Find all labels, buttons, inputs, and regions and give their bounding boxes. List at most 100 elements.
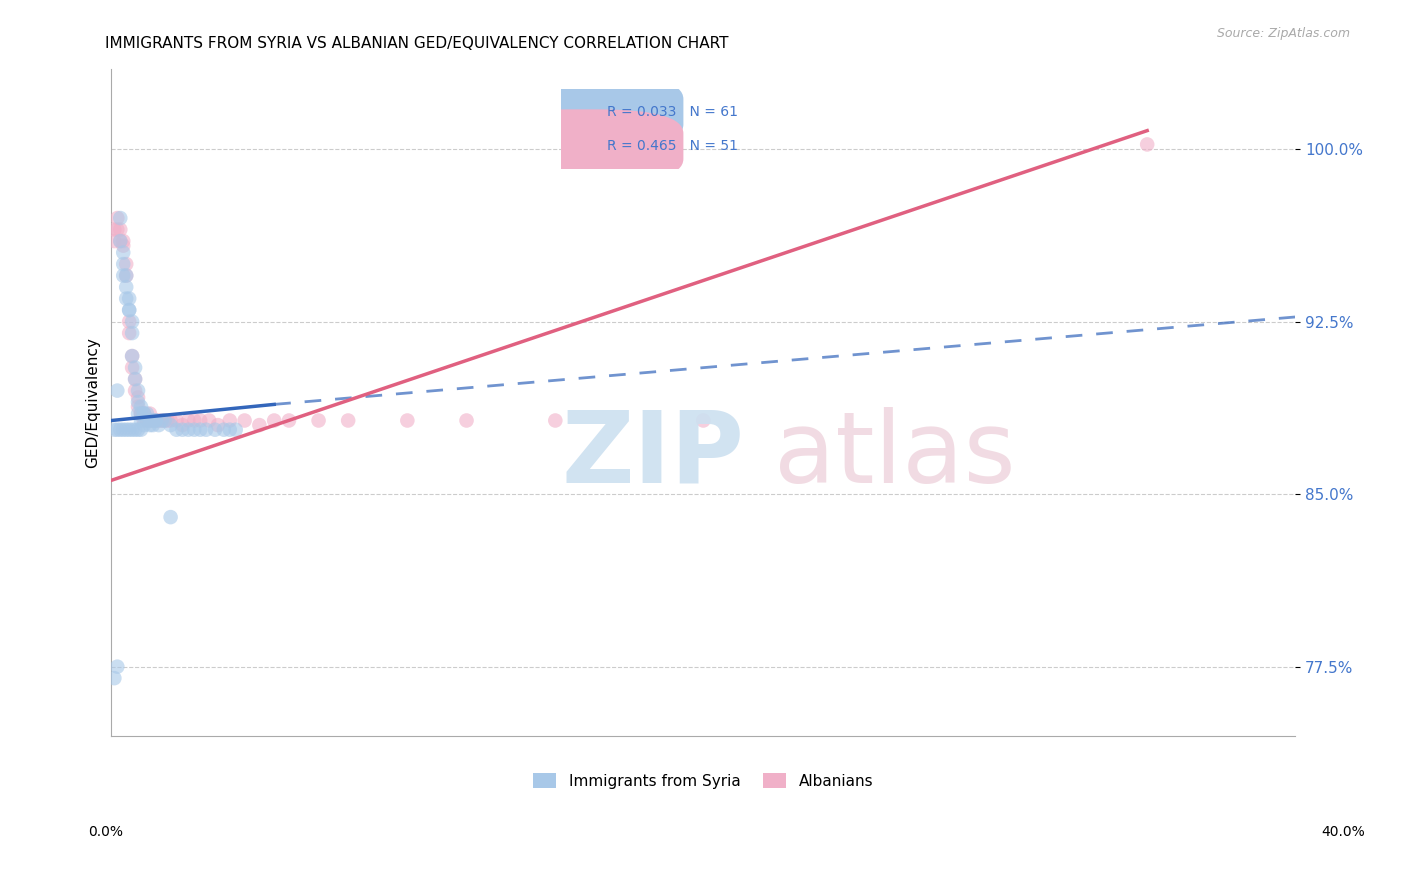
Point [115, 268, 138, 283]
Point [135, 407, 157, 421]
Point [153, 413, 176, 427]
Point [115, 423, 138, 437]
Text: ZIP: ZIP [561, 407, 744, 504]
Point [177, 423, 200, 437]
Point [148, 413, 170, 427]
Text: atlas: atlas [775, 407, 1017, 504]
Point [105, 222, 128, 236]
Point [127, 395, 149, 409]
Point [105, 384, 128, 398]
Point [129, 407, 152, 421]
Point [121, 326, 143, 340]
Point [150, 413, 173, 427]
Point [139, 413, 162, 427]
Point [112, 238, 135, 252]
Point [233, 413, 256, 427]
Point [145, 413, 167, 427]
Point [183, 413, 205, 427]
Point [124, 372, 146, 386]
Point [396, 413, 419, 427]
Point [127, 391, 149, 405]
Point [188, 413, 211, 427]
Point [118, 303, 141, 318]
Point [105, 659, 128, 673]
Point [148, 418, 170, 433]
Point [166, 413, 188, 427]
Text: Source: ZipAtlas.com: Source: ZipAtlas.com [1216, 27, 1350, 40]
Point [129, 407, 152, 421]
Point [278, 413, 301, 427]
Point [132, 407, 155, 421]
Point [132, 407, 155, 421]
Point [103, 234, 125, 248]
Point [127, 407, 149, 421]
Point [103, 671, 125, 685]
Point [127, 423, 149, 437]
Point [195, 423, 218, 437]
Text: IMMIGRANTS FROM SYRIA VS ALBANIAN GED/EQUIVALENCY CORRELATION CHART: IMMIGRANTS FROM SYRIA VS ALBANIAN GED/EQ… [105, 36, 728, 51]
Point [145, 413, 167, 427]
Point [110, 222, 132, 236]
Point [188, 423, 211, 437]
Point [225, 423, 247, 437]
Point [129, 400, 152, 414]
Point [110, 423, 132, 437]
Point [129, 423, 152, 437]
Point [172, 418, 194, 433]
Point [105, 211, 128, 225]
Point [129, 407, 152, 421]
Point [263, 413, 285, 427]
Y-axis label: GED/Equivalency: GED/Equivalency [86, 336, 100, 467]
Point [139, 413, 162, 427]
Point [103, 222, 125, 236]
Point [115, 280, 138, 294]
Point [112, 423, 135, 437]
Point [337, 413, 360, 427]
Point [132, 418, 155, 433]
Point [110, 234, 132, 248]
Point [132, 413, 155, 427]
Point [118, 315, 141, 329]
Point [124, 384, 146, 398]
Point [129, 413, 152, 427]
Text: 40.0%: 40.0% [1320, 825, 1365, 839]
Point [218, 423, 240, 437]
Point [218, 413, 240, 427]
Point [118, 292, 141, 306]
Point [172, 423, 194, 437]
Point [204, 423, 226, 437]
Point [142, 418, 165, 433]
Point [112, 245, 135, 260]
Point [110, 211, 132, 225]
Point [112, 268, 135, 283]
Point [207, 418, 229, 433]
Point [124, 423, 146, 437]
Point [142, 413, 165, 427]
Point [456, 413, 478, 427]
Point [115, 268, 138, 283]
Point [121, 360, 143, 375]
Point [139, 418, 162, 433]
Point [127, 384, 149, 398]
Point [198, 413, 221, 427]
Point [159, 413, 181, 427]
Point [150, 413, 173, 427]
Point [308, 413, 330, 427]
Point [132, 407, 155, 421]
Point [142, 413, 165, 427]
Point [115, 292, 138, 306]
Point [121, 349, 143, 363]
Point [135, 413, 157, 427]
Point [166, 423, 188, 437]
Point [124, 360, 146, 375]
Point [110, 234, 132, 248]
Point [145, 413, 167, 427]
Point [544, 413, 567, 427]
Point [159, 510, 181, 524]
Text: 0.0%: 0.0% [89, 825, 122, 839]
Point [153, 413, 176, 427]
Point [112, 234, 135, 248]
Point [159, 418, 181, 433]
Point [1136, 137, 1159, 152]
Point [103, 423, 125, 437]
